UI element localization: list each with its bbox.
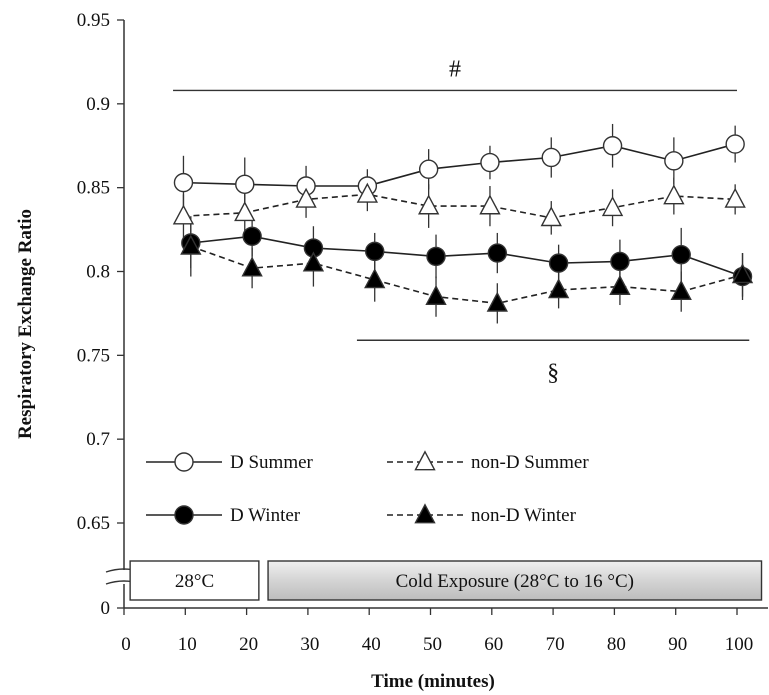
data-point <box>609 274 631 295</box>
condition-label: Cold Exposure (28°C to 16 °C) <box>396 571 634 592</box>
data-point <box>670 279 692 300</box>
x-tick-label: 70 <box>546 634 565 655</box>
data-point <box>241 256 263 277</box>
y-tick-label: 0 <box>101 598 111 619</box>
series-line <box>183 193 736 219</box>
data-point <box>663 184 685 205</box>
data-point <box>602 136 623 156</box>
legend-label: non-D Summer <box>471 452 589 473</box>
x-tick-label: 100 <box>725 634 754 655</box>
data-point <box>365 241 385 262</box>
x-tick-label: 40 <box>362 634 381 655</box>
data-point <box>302 251 325 272</box>
data-point <box>610 251 630 272</box>
legend-marker <box>174 452 194 472</box>
x-tick-label: 80 <box>607 634 626 655</box>
legend-label: non-D Winter <box>471 505 577 526</box>
data-point <box>731 263 754 284</box>
legend-item: non-D Summer <box>387 450 589 473</box>
legend: D Summer non-D Summer D Winter non-D Winter <box>146 450 589 526</box>
data-point <box>547 278 570 299</box>
legend-label: D Summer <box>230 452 314 473</box>
condition-boxes: 28°C Cold Exposure (28°C to 16 °C) <box>129 560 763 601</box>
legend-item: non-D Winter <box>387 503 577 526</box>
x-tick-label: 50 <box>423 634 442 655</box>
data-point <box>173 172 194 193</box>
data-point <box>242 226 262 246</box>
data-point <box>426 246 446 267</box>
significance-label: # <box>449 56 461 82</box>
x-tick-label: 10 <box>178 634 197 655</box>
data-point <box>548 253 569 273</box>
y-axis-title: Respiratory Exchange Ratio <box>15 209 36 439</box>
condition-box <box>267 560 763 601</box>
series-lines <box>183 143 743 305</box>
data-point <box>480 152 500 173</box>
data-point <box>172 204 195 225</box>
legend-item: D Summer <box>146 452 314 473</box>
x-tick-label: 90 <box>668 634 687 655</box>
data-point <box>540 206 562 227</box>
axes: 0 0.65 0.7 0.75 0.8 0.85 0.9 0.95 0 10 20 30 40 50 60 7… <box>77 10 768 655</box>
legend-marker <box>414 450 436 471</box>
x-tick-label: 0 <box>121 634 131 655</box>
x-axis-title: Time (minutes) <box>371 671 495 692</box>
legend-marker <box>414 503 436 524</box>
y-tick-label: 0.9 <box>86 94 110 115</box>
error-bars <box>182 123 744 324</box>
data-point <box>725 134 745 154</box>
significance-label: § <box>547 360 559 386</box>
data-point <box>541 147 561 168</box>
data-point <box>295 187 317 208</box>
legend-marker <box>174 505 194 525</box>
legend-label: D Winter <box>230 505 301 526</box>
condition-label: 28°C <box>175 571 214 592</box>
data-point <box>479 194 501 215</box>
x-tick-label: 20 <box>239 634 258 655</box>
y-tick-label: 0.85 <box>77 178 110 199</box>
data-point <box>418 159 439 179</box>
series-line <box>190 245 743 305</box>
data-point <box>601 196 624 217</box>
data-point <box>486 291 508 312</box>
data-point <box>664 151 684 171</box>
data-point <box>180 234 202 255</box>
series-line <box>183 143 736 187</box>
y-tick-label: 0.75 <box>77 345 110 366</box>
legend-item: D Winter <box>146 505 301 526</box>
data-point <box>235 174 255 195</box>
y-tick-label: 0.95 <box>77 10 110 31</box>
y-tick-label: 0.8 <box>86 262 110 283</box>
series-line <box>190 235 743 278</box>
x-tick-label: 30 <box>300 634 319 655</box>
y-tick-label: 0.7 <box>86 429 110 450</box>
data-point <box>724 187 746 208</box>
data-point <box>234 201 256 222</box>
series-markers <box>172 134 754 312</box>
data-point <box>671 245 691 265</box>
data-point <box>417 194 440 215</box>
condition-box <box>129 560 260 601</box>
data-point <box>425 284 447 305</box>
x-tick-label: 60 <box>484 634 503 655</box>
data-point <box>364 268 386 289</box>
y-tick-label: 0.65 <box>77 513 110 534</box>
annotations: #§ <box>173 56 750 386</box>
data-point <box>487 243 508 263</box>
data-point <box>356 182 379 203</box>
